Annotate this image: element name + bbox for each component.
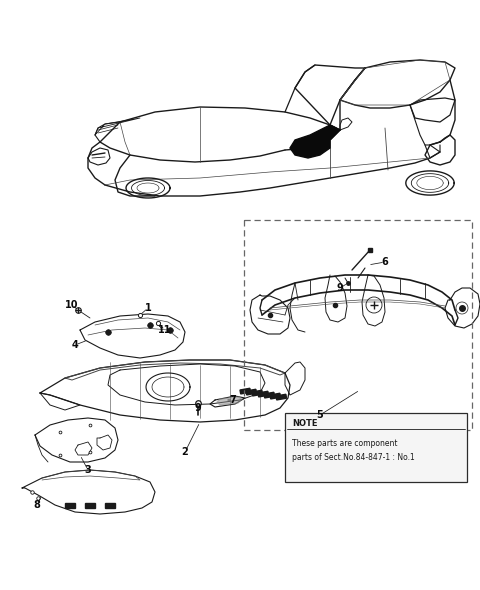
Bar: [65, 503, 75, 508]
Bar: [105, 503, 115, 508]
Text: NOTE: NOTE: [292, 419, 317, 428]
Text: 6: 6: [382, 257, 388, 267]
Bar: [264, 392, 275, 398]
Bar: [270, 394, 280, 399]
Text: 9: 9: [194, 403, 202, 413]
Bar: [244, 220, 472, 430]
Bar: [240, 388, 251, 394]
Text: 8: 8: [34, 500, 40, 510]
Text: 11: 11: [158, 325, 172, 335]
Text: These parts are component: These parts are component: [292, 438, 397, 447]
Bar: [258, 391, 268, 397]
Text: 3: 3: [84, 465, 91, 475]
Text: 7: 7: [229, 395, 236, 405]
Text: 9: 9: [336, 283, 343, 293]
Bar: [252, 390, 263, 396]
FancyBboxPatch shape: [285, 413, 467, 482]
Text: 10: 10: [65, 300, 79, 310]
Text: parts of Sect.No.84-847-1 : No.1: parts of Sect.No.84-847-1 : No.1: [292, 454, 415, 463]
Text: 4: 4: [72, 340, 78, 350]
Text: 5: 5: [317, 410, 324, 420]
Polygon shape: [290, 125, 340, 158]
Bar: [85, 503, 95, 508]
Polygon shape: [217, 397, 242, 405]
Text: 2: 2: [181, 447, 188, 457]
Bar: [276, 394, 287, 400]
Text: 1: 1: [144, 303, 151, 313]
Bar: [246, 389, 256, 395]
